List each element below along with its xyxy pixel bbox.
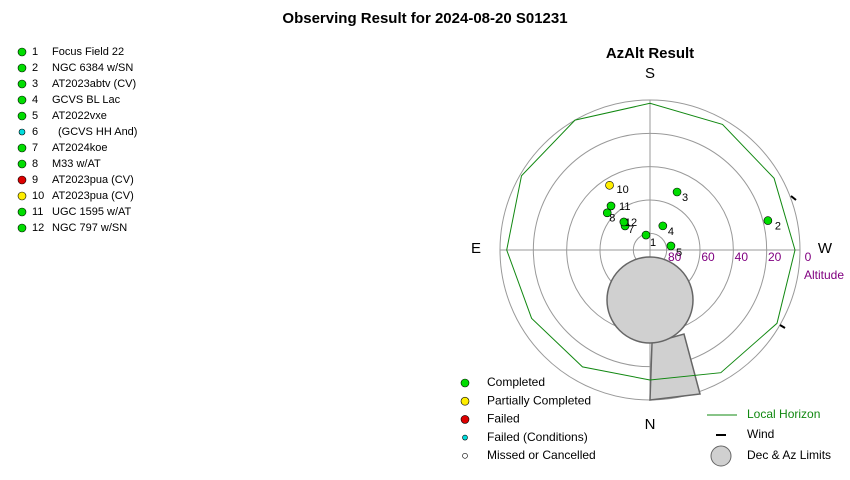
legend-label: Failed (Conditions) xyxy=(487,430,588,444)
list-number: 9 xyxy=(32,174,38,186)
point-label: 8 xyxy=(609,213,615,225)
target-point xyxy=(658,221,668,231)
direction-label: W xyxy=(818,240,833,257)
list-number: 10 xyxy=(32,190,44,202)
list-number: 7 xyxy=(32,142,38,154)
list-number: 3 xyxy=(32,78,38,90)
list-number: 8 xyxy=(32,158,38,170)
list-marker xyxy=(17,175,27,185)
list-name: AT2023pua (CV) xyxy=(52,174,134,186)
legend-marker xyxy=(462,452,468,459)
point-label: 11 xyxy=(619,201,630,213)
target-point xyxy=(763,216,773,225)
point-label: 12 xyxy=(625,217,637,229)
chart-title: Observing Result for 2024-08-20 S01231 xyxy=(282,10,567,27)
list-name: AT2024koe xyxy=(52,142,107,154)
list-name: NGC 6384 w/SN xyxy=(52,62,133,74)
horizon-line xyxy=(506,102,796,381)
list-number: 6 xyxy=(32,126,38,138)
list-marker xyxy=(17,63,27,73)
direction-label: S xyxy=(645,65,655,82)
wind-mark xyxy=(779,324,786,329)
list-name: Focus Field 22 xyxy=(52,46,124,58)
legend-key xyxy=(710,445,732,467)
direction-label: N xyxy=(645,416,656,433)
list-number: 12 xyxy=(32,222,44,234)
legend-marker xyxy=(462,434,468,441)
legend-label: Completed xyxy=(487,375,545,389)
list-marker xyxy=(17,47,27,57)
legend-label: Dec & Az Limits xyxy=(747,448,831,462)
point-label: 2 xyxy=(775,221,781,233)
r-tick-label: 60 xyxy=(701,250,715,264)
wind-mark xyxy=(790,195,797,201)
list-marker xyxy=(17,95,27,105)
list-marker xyxy=(17,159,27,169)
list-marker xyxy=(17,143,27,153)
list-marker xyxy=(17,207,27,217)
target-point xyxy=(672,187,682,197)
list-number: 4 xyxy=(32,94,38,106)
legend-marker xyxy=(460,415,470,424)
legend-marker xyxy=(460,396,470,406)
list-marker xyxy=(17,79,27,89)
legend-label: Failed xyxy=(487,412,520,426)
target-point xyxy=(666,241,676,251)
legend-label: Local Horizon xyxy=(747,407,820,421)
list-name: GCVS BL Lac xyxy=(52,94,121,106)
r-tick-label: 20 xyxy=(768,250,782,264)
point-label: 3 xyxy=(682,192,688,204)
list-number: 11 xyxy=(32,206,43,218)
point-label: 10 xyxy=(617,184,629,196)
list-name: UGC 1595 w/AT xyxy=(52,206,132,218)
list-name: NGC 797 w/SN xyxy=(52,222,127,234)
list-marker xyxy=(18,128,26,136)
list-name: (GCVS HH And) xyxy=(58,126,137,138)
list-marker xyxy=(17,111,27,121)
legend-marker xyxy=(460,378,470,388)
target-point xyxy=(605,180,614,190)
legend-label: Partially Completed xyxy=(487,393,591,407)
list-number: 1 xyxy=(32,46,38,58)
list-marker xyxy=(17,223,27,233)
list-marker xyxy=(17,191,27,201)
point-label: 4 xyxy=(668,226,674,238)
axis-label: Altitude xyxy=(804,268,844,282)
r-tick-label: 80 xyxy=(668,250,682,264)
limit-region xyxy=(606,256,701,401)
target-point xyxy=(602,208,612,218)
legend-label: Missed or Cancelled xyxy=(487,448,596,462)
direction-label: E xyxy=(471,240,481,257)
point-label: 7 xyxy=(628,224,634,236)
list-name: AT2022vxe xyxy=(52,110,107,122)
r-tick-label: 40 xyxy=(735,250,749,264)
grid-ring xyxy=(532,132,768,368)
r-tick-label: 0 xyxy=(805,250,812,264)
list-name: M33 w/AT xyxy=(52,158,101,170)
list-number: 2 xyxy=(32,62,38,74)
target-point xyxy=(619,217,629,227)
list-name: AT2023abtv (CV) xyxy=(52,78,136,90)
point-label: 5 xyxy=(676,247,682,259)
target-point xyxy=(641,230,651,240)
chart-subtitle: AzAlt Result xyxy=(606,45,694,62)
point-label: 1 xyxy=(650,237,656,249)
list-number: 5 xyxy=(32,110,38,122)
list-name: AT2023pua (CV) xyxy=(52,190,134,202)
target-point xyxy=(606,201,616,211)
legend-label: Wind xyxy=(747,427,774,441)
